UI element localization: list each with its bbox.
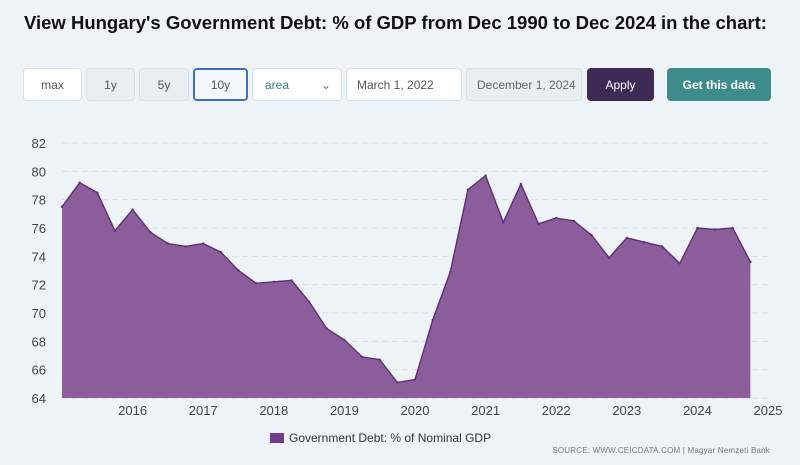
data-point[interactable] — [272, 280, 275, 283]
data-point[interactable] — [343, 338, 346, 342]
x-tick-label: 2025 — [754, 403, 783, 418]
data-point[interactable] — [219, 250, 222, 254]
data-point[interactable] — [96, 191, 99, 194]
data-point[interactable] — [572, 219, 575, 223]
y-tick-label: 74 — [32, 249, 46, 264]
data-point[interactable] — [237, 269, 240, 272]
data-point[interactable] — [502, 221, 505, 224]
range-max-button[interactable]: max — [23, 68, 82, 101]
data-point[interactable] — [431, 318, 434, 322]
end-date-input[interactable]: December 1, 2024 — [466, 68, 582, 101]
data-point[interactable] — [113, 229, 117, 232]
x-tick-label: 2016 — [118, 403, 147, 418]
y-tick-label: 78 — [32, 193, 46, 208]
x-tick-label: 2017 — [189, 403, 218, 418]
data-point[interactable] — [749, 260, 752, 264]
data-point[interactable] — [325, 327, 328, 330]
range-1y-button[interactable]: 1y — [86, 68, 135, 101]
data-point[interactable] — [678, 262, 681, 265]
x-tick-label: 2024 — [683, 403, 712, 418]
data-point[interactable] — [360, 355, 364, 359]
data-point[interactable] — [660, 245, 664, 248]
data-point[interactable] — [166, 242, 170, 245]
range-5y-button[interactable]: 5y — [139, 68, 189, 101]
data-point[interactable] — [290, 279, 293, 282]
y-tick-label: 80 — [32, 164, 46, 179]
x-axis: 2016 2017 2018 2019 2020 2021 2022 2023 2024 2025 — [118, 403, 782, 418]
data-point[interactable] — [149, 231, 152, 234]
chevron-down-icon: ⌄ — [320, 77, 331, 92]
chart-type-value: area — [265, 77, 290, 92]
data-point[interactable] — [449, 270, 452, 274]
data-point[interactable] — [696, 226, 699, 230]
y-axis: 64 66 68 70 72 74 76 78 80 82 — [32, 136, 46, 406]
series-line — [61, 174, 752, 384]
y-tick-label: 64 — [32, 391, 46, 406]
get-this-data-button[interactable]: Get this data — [667, 68, 771, 101]
y-tick-label: 66 — [32, 363, 46, 378]
data-point[interactable] — [60, 205, 64, 208]
y-tick-label: 70 — [32, 306, 46, 321]
data-point[interactable] — [202, 242, 205, 245]
data-point[interactable] — [131, 208, 134, 211]
data-point[interactable] — [625, 236, 628, 240]
x-tick-label: 2021 — [471, 403, 500, 418]
data-point[interactable] — [607, 256, 611, 259]
source-note: SOURCE: WWW.CEICDATA.COM | Magyar Nemzet… — [552, 446, 770, 455]
data-point[interactable] — [731, 226, 734, 230]
data-point[interactable] — [378, 358, 381, 361]
legend-swatch — [270, 433, 284, 443]
data-point[interactable] — [466, 188, 470, 191]
y-tick-label: 76 — [32, 221, 46, 236]
data-point[interactable] — [307, 300, 311, 303]
data-point[interactable] — [519, 182, 523, 186]
y-tick-label: 68 — [32, 334, 46, 349]
y-tick-label: 72 — [32, 278, 46, 293]
data-point[interactable] — [484, 174, 487, 177]
x-tick-label: 2022 — [542, 403, 571, 418]
start-date-input[interactable]: March 1, 2022 — [346, 68, 462, 101]
y-tick-label: 82 — [32, 136, 46, 151]
data-point[interactable] — [78, 181, 81, 184]
chart-type-select[interactable]: area ⌄ — [252, 68, 342, 101]
data-point[interactable] — [413, 378, 417, 381]
data-point[interactable] — [555, 216, 558, 220]
data-point[interactable] — [643, 241, 646, 244]
data-point[interactable] — [254, 282, 258, 285]
x-tick-label: 2019 — [330, 403, 359, 418]
legend-label: Government Debt: % of Nominal GDP — [289, 431, 492, 445]
range-10y-button[interactable]: 10y — [193, 68, 248, 101]
data-point[interactable] — [184, 245, 187, 248]
chart-controls: max 1y 5y 10y area ⌄ March 1, 2022 Decem… — [0, 0, 800, 110]
page-title: View Hungary's Government Debt: % of GDP… — [24, 12, 767, 33]
data-point[interactable] — [713, 228, 717, 231]
x-tick-label: 2023 — [612, 403, 641, 418]
plot-area — [60, 174, 752, 398]
data-point[interactable] — [396, 381, 399, 384]
x-tick-label: 2018 — [259, 403, 288, 418]
legend[interactable]: Government Debt: % of Nominal GDP — [270, 431, 491, 445]
data-point[interactable] — [590, 233, 593, 237]
series-area — [62, 175, 751, 398]
x-tick-label: 2020 — [401, 403, 430, 418]
apply-button[interactable]: Apply — [587, 68, 654, 101]
data-point[interactable] — [537, 222, 540, 225]
